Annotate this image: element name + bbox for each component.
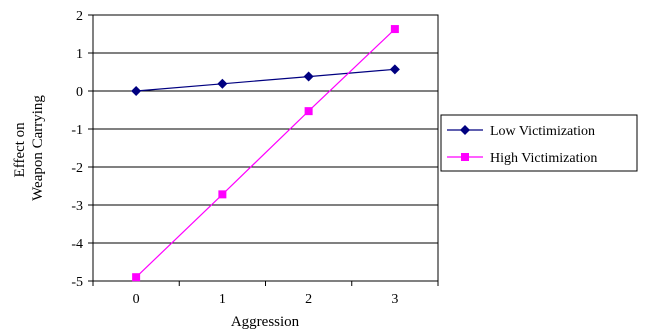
data-point-low-victimization xyxy=(217,78,228,89)
x-axis-ticks: 0 1 2 3 xyxy=(92,281,439,307)
series-line-low-victimization xyxy=(136,68,395,92)
series-layer xyxy=(131,25,400,282)
data-point-high-victimization xyxy=(218,190,227,199)
gridlines xyxy=(93,52,438,244)
legend-marker-low-victimization xyxy=(460,125,470,135)
y-axis-label-line-2: Weapon Carrying xyxy=(30,95,46,201)
y-tick-label: 0 xyxy=(76,85,83,100)
legend-marker-high-victimization xyxy=(461,153,469,161)
legend-box xyxy=(440,114,638,172)
series-low-victimization xyxy=(131,64,400,96)
x-tick-label: 3 xyxy=(391,292,398,307)
data-point-high-victimization xyxy=(304,107,313,116)
data-point-high-victimization xyxy=(132,273,141,282)
y-axis-label: Effect on Weapon Carrying xyxy=(12,95,46,201)
legend-label-low-victimization: Low Victimization xyxy=(490,124,595,139)
x-tick-label: 2 xyxy=(305,292,312,307)
y-axis-label-line-1: Effect on xyxy=(12,122,28,178)
y-tick-label: 1 xyxy=(76,47,83,62)
series-line-high-victimization xyxy=(135,28,396,278)
y-tick-label: -2 xyxy=(71,161,83,176)
x-tick-label: 0 xyxy=(133,292,140,307)
data-point-low-victimization xyxy=(389,64,400,75)
y-axis-ticks: 2 1 0 -1 -2 -3 -4 -5 xyxy=(71,9,93,290)
y-tick-label: -4 xyxy=(71,237,83,252)
y-tick-label: -5 xyxy=(71,275,83,290)
plot-area xyxy=(92,14,439,282)
y-tick-label: -3 xyxy=(71,199,83,214)
series-high-victimization xyxy=(132,25,399,282)
data-point-high-victimization xyxy=(390,25,399,34)
legend-label-high-victimization: High Victimization xyxy=(490,151,597,166)
legend: Low Victimization High Victimization xyxy=(440,114,638,172)
y-tick-label: -1 xyxy=(71,123,83,138)
y-tick-label: 2 xyxy=(76,9,83,24)
x-tick-label: 1 xyxy=(219,292,226,307)
data-point-low-victimization xyxy=(131,86,142,96)
data-point-low-victimization xyxy=(303,71,314,82)
x-axis-label: Aggression xyxy=(231,314,300,330)
